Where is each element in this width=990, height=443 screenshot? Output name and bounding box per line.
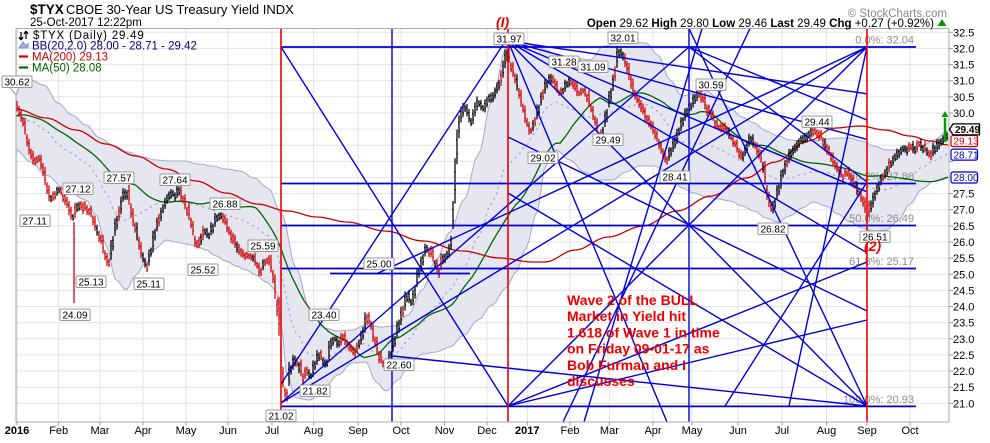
svg-text:21.02: 21.02 xyxy=(269,412,294,423)
svg-text:Jul: Jul xyxy=(775,425,789,437)
svg-text:discusses: discusses xyxy=(567,373,635,389)
svg-text:Feb: Feb xyxy=(561,425,580,437)
svg-text:Market in Yield hit: Market in Yield hit xyxy=(567,308,686,324)
svg-text:27.5: 27.5 xyxy=(953,189,974,201)
svg-text:27.64: 27.64 xyxy=(163,176,188,187)
svg-text:26.82: 26.82 xyxy=(761,225,786,236)
svg-text:Apr: Apr xyxy=(644,425,661,437)
svg-text:27.11: 27.11 xyxy=(23,217,48,228)
svg-text:26.0: 26.0 xyxy=(953,237,974,249)
svg-text:32.01: 32.01 xyxy=(611,34,636,45)
svg-text:21.82: 21.82 xyxy=(303,387,328,398)
svg-text:26.5: 26.5 xyxy=(953,221,974,233)
svg-text:27.0: 27.0 xyxy=(953,205,974,217)
svg-text:Mar: Mar xyxy=(600,425,619,437)
svg-text:30.5: 30.5 xyxy=(953,92,974,104)
svg-text:25.59: 25.59 xyxy=(251,242,276,253)
svg-text:Open 29.62 High 29.80 Low 29.4: Open 29.62 High 29.80 Low 29.46 Last 29.… xyxy=(587,18,934,30)
svg-text:Jul: Jul xyxy=(265,425,279,437)
svg-text:25-Oct-2017 12:22pm: 25-Oct-2017 12:22pm xyxy=(30,17,142,29)
svg-text:Jun: Jun xyxy=(729,425,747,437)
svg-text:29.49: 29.49 xyxy=(596,136,621,147)
svg-text:28.71: 28.71 xyxy=(954,150,979,161)
svg-text:26.51: 26.51 xyxy=(863,233,888,244)
svg-text:22.5: 22.5 xyxy=(953,350,974,362)
svg-text:25.11: 25.11 xyxy=(137,280,162,291)
svg-text:24.0: 24.0 xyxy=(953,302,974,314)
svg-text:23.40: 23.40 xyxy=(312,311,337,322)
svg-text:Oct: Oct xyxy=(392,425,409,437)
svg-text:Oct: Oct xyxy=(901,425,918,437)
svg-text:30.59: 30.59 xyxy=(699,81,724,92)
svg-text:1.618 of Wave 1 in time: 1.618 of Wave 1 in time xyxy=(567,324,720,340)
svg-text:2016: 2016 xyxy=(5,425,29,437)
svg-text:0.0%: 32.04: 0.0%: 32.04 xyxy=(855,35,914,47)
svg-text:28.41: 28.41 xyxy=(663,173,688,184)
svg-text:31.5: 31.5 xyxy=(953,60,974,72)
svg-text:Sep: Sep xyxy=(348,425,368,437)
svg-text:Mar: Mar xyxy=(91,425,110,437)
svg-text:31.09: 31.09 xyxy=(581,63,606,74)
svg-text:Aug: Aug xyxy=(817,425,837,437)
svg-text:32.5: 32.5 xyxy=(953,27,974,39)
svg-text:30.0: 30.0 xyxy=(953,108,974,120)
svg-text:29.13: 29.13 xyxy=(954,137,979,148)
svg-text:BB(20,2.0) 28.00 - 28.71 - 29.: BB(20,2.0) 28.00 - 28.71 - 29.42 xyxy=(32,41,197,53)
svg-text:27.57: 27.57 xyxy=(107,174,132,185)
svg-text:31.97: 31.97 xyxy=(497,35,522,46)
svg-text:25.00: 25.00 xyxy=(367,260,392,271)
svg-text:28.00: 28.00 xyxy=(954,173,979,184)
svg-text:(2): (2) xyxy=(864,238,881,254)
svg-text:29.49: 29.49 xyxy=(955,125,980,136)
svg-text:23.0: 23.0 xyxy=(953,334,974,346)
svg-text:50.0%: 26.49: 50.0%: 26.49 xyxy=(849,213,914,225)
svg-text:24.5: 24.5 xyxy=(953,285,974,297)
svg-text:Nov: Nov xyxy=(435,425,455,437)
svg-text:CBOE 30-Year US Treasury Yield: CBOE 30-Year US Treasury Yield INDX xyxy=(66,2,294,17)
svg-text:Jun: Jun xyxy=(219,425,237,437)
svg-text:22.60: 22.60 xyxy=(387,361,412,372)
svg-text:30.62: 30.62 xyxy=(5,78,30,89)
svg-text:MA(200) 29.13: MA(200) 29.13 xyxy=(32,52,108,64)
svg-text:31.0: 31.0 xyxy=(953,76,974,88)
svg-text:23.5: 23.5 xyxy=(953,318,974,330)
svg-text:2017: 2017 xyxy=(515,425,539,437)
svg-text:26.88: 26.88 xyxy=(213,200,238,211)
svg-text:31.28: 31.28 xyxy=(552,58,577,69)
svg-text:Sep: Sep xyxy=(857,425,877,437)
svg-text:32.0: 32.0 xyxy=(953,43,974,55)
svg-text:Dec: Dec xyxy=(477,425,497,437)
svg-text:25.0: 25.0 xyxy=(953,269,974,281)
svg-text:$TYX: $TYX xyxy=(30,2,64,17)
svg-text:Apr: Apr xyxy=(134,425,151,437)
svg-text:on Friday 09-01-17 as: on Friday 09-01-17 as xyxy=(567,341,710,357)
svg-text:25.52: 25.52 xyxy=(191,266,216,277)
svg-text:61.8%: 25.17: 61.8%: 25.17 xyxy=(849,256,914,268)
svg-text:27.12: 27.12 xyxy=(66,185,91,196)
svg-text:© StockCharts.com: © StockCharts.com xyxy=(848,8,947,20)
svg-text:29.44: 29.44 xyxy=(805,118,830,129)
svg-text:Bob Furman and I: Bob Furman and I xyxy=(567,357,686,373)
svg-text:25.13: 25.13 xyxy=(79,278,104,289)
svg-text:21.5: 21.5 xyxy=(953,382,974,394)
svg-text:Aug: Aug xyxy=(304,425,324,437)
svg-text:May: May xyxy=(682,425,703,437)
svg-text:(I): (I) xyxy=(496,14,510,30)
svg-text:25.5: 25.5 xyxy=(953,253,974,265)
svg-text:29.02: 29.02 xyxy=(531,154,556,165)
svg-text:$TYX (Daily) 29.49: $TYX (Daily) 29.49 xyxy=(33,30,145,42)
svg-text:21.0: 21.0 xyxy=(953,398,974,410)
svg-text:22.0: 22.0 xyxy=(953,366,974,378)
svg-text:May: May xyxy=(176,425,197,437)
svg-text:MA(50) 28.08: MA(50) 28.08 xyxy=(32,63,102,75)
svg-text:Wave 2 of the BULL: Wave 2 of the BULL xyxy=(567,292,698,308)
svg-text:Feb: Feb xyxy=(49,425,68,437)
svg-text:24.09: 24.09 xyxy=(63,311,88,322)
